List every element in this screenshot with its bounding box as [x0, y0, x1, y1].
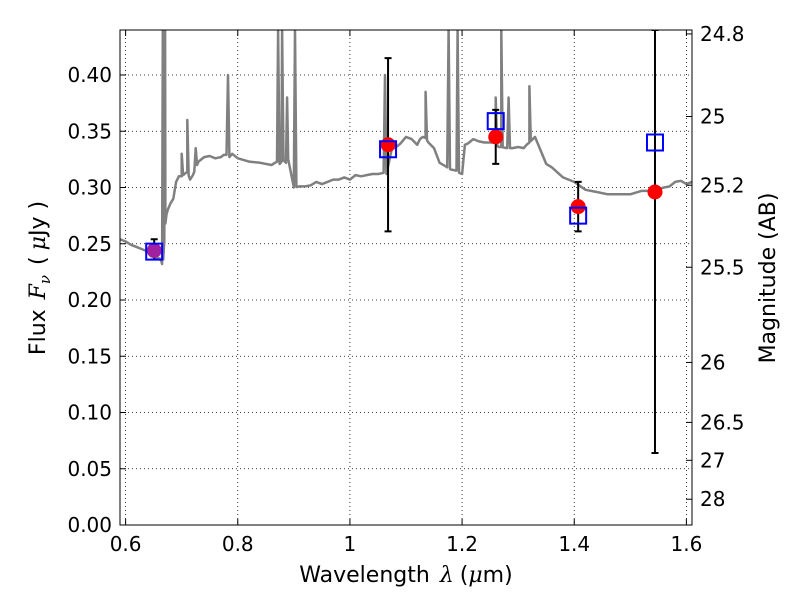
- y-tick-label: 0.20: [67, 288, 112, 312]
- y2-tick-label: 27: [700, 448, 725, 472]
- plot-area: [120, 30, 692, 454]
- y2-tick-label: 25.5: [700, 255, 745, 279]
- y2-tick-label: 25.2: [700, 173, 745, 197]
- y-tick-label: 0.35: [67, 119, 112, 143]
- y-tick-label: 0.10: [67, 401, 112, 425]
- y-axis-label: FluxFν(μJy ): [26, 201, 54, 355]
- y-tick-label: 0.05: [67, 457, 112, 481]
- photometry-point: [488, 129, 504, 145]
- y2-tick-label: 25: [700, 105, 725, 129]
- y-tick-label: 0.15: [67, 344, 112, 368]
- x-tick-label: 1.4: [558, 532, 590, 556]
- plot-frame: [119, 29, 693, 526]
- photometry-point: [380, 137, 396, 153]
- y-tick-label: 0.40: [67, 63, 112, 87]
- y2-axis-label: Magnitude (AB): [756, 193, 781, 364]
- grid-lines: [120, 30, 692, 526]
- model-photometry-square: [569, 206, 588, 225]
- y2-tick-label: 28: [700, 487, 725, 511]
- x-tick-label: 0.8: [222, 532, 254, 556]
- x-tick-label: 1.6: [670, 532, 702, 556]
- model-photometry-square: [145, 242, 164, 261]
- y2-tick-label: 24.8: [700, 22, 745, 46]
- model-photometry-square: [645, 133, 664, 152]
- x-tick-label: 1.2: [446, 532, 478, 556]
- y2-tick-label: 26: [700, 350, 725, 374]
- model-photometry-square: [379, 140, 398, 159]
- photometry-point: [647, 184, 663, 200]
- y-tick-label: 0.25: [67, 232, 112, 256]
- x-axis-label: Wavelength λ (μm): [299, 563, 512, 588]
- photometry-point: [146, 243, 162, 258]
- axis-ticks: 0.6 0.8 1 1.2 1.4 1.6 0.00 0.05 0.10 0.15 0.20 0.25…: [67, 22, 744, 556]
- y2-tick-label: 26.5: [700, 410, 745, 434]
- model-photometry-square: [486, 112, 505, 131]
- y-tick-label: 0.30: [67, 176, 112, 200]
- x-tick-label: 1: [344, 532, 357, 556]
- x-tick-label: 0.6: [110, 532, 142, 556]
- y-tick-label: 0.00: [67, 513, 112, 537]
- model-spectrum-line: [120, 30, 692, 266]
